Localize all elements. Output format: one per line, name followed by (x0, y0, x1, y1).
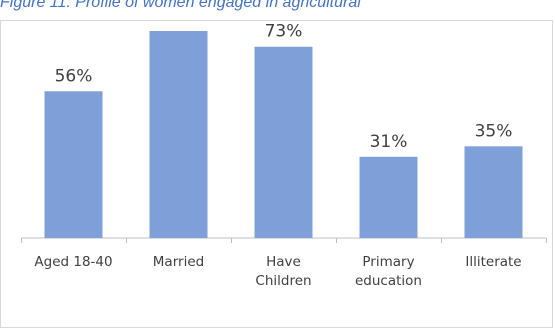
x-tick-label-line: education (355, 273, 422, 289)
x-tick-label-line: Have (266, 254, 301, 270)
data-label-4: 35% (475, 121, 513, 141)
x-tick-label-2: Have Children (255, 254, 311, 289)
bar-0 (44, 91, 103, 238)
x-tick-label-4: Illiterate (465, 254, 521, 270)
x-tick-label-line: Aged 18-40 (34, 254, 112, 270)
bar-1 (149, 31, 208, 238)
bar-3 (359, 156, 418, 238)
data-label-3: 31% (370, 132, 408, 152)
figure-caption: Figure 11: Profile of women engaged in a… (0, 0, 361, 11)
bar-chart: 56% Aged 18-40 79% Married 73% Have Children 31… (21, 21, 547, 289)
data-label-2: 73% (265, 22, 303, 42)
x-tick-label-line: Illiterate (465, 254, 521, 270)
bar-4 (464, 146, 523, 238)
data-label-0: 56% (55, 66, 93, 86)
x-tick-label-3: Primary education (355, 254, 422, 289)
x-tick-label-0: Aged 18-40 (34, 254, 112, 270)
bar-2 (254, 46, 313, 239)
x-tick-label-line: Primary (362, 254, 414, 270)
chart-area: 56% Aged 18-40 79% Married 73% Have Children 31… (0, 20, 553, 328)
x-tick-label-1: Married (153, 254, 204, 270)
x-tick-label-line: Children (255, 273, 311, 289)
x-tick-label-line: Married (153, 254, 204, 270)
data-label-1: 79% (160, 21, 198, 26)
